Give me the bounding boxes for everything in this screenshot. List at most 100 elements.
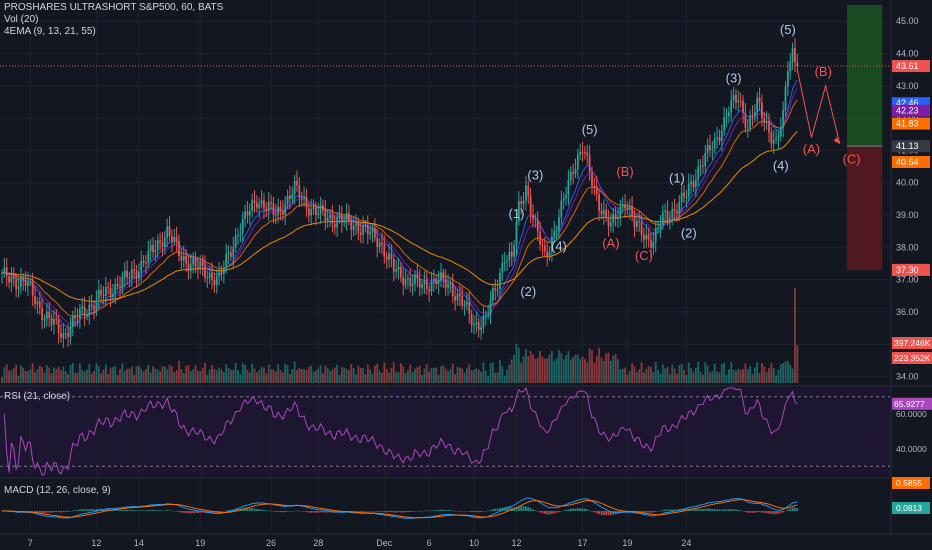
volume-bar (163, 366, 166, 383)
candle-body (373, 227, 376, 238)
volume-bar (168, 364, 171, 383)
candle-body (3, 267, 6, 274)
volume-bar (128, 368, 131, 383)
macd-value-text: 0.0813 (896, 503, 922, 513)
candle-body (303, 196, 305, 199)
candle-body (539, 231, 541, 245)
macd-histogram-bar (336, 511, 339, 513)
volume-bar (222, 371, 225, 383)
volume-bar (466, 367, 468, 383)
time-tick-label: 14 (134, 538, 144, 548)
volume-bar (220, 369, 223, 383)
target-zone (846, 5, 883, 147)
volume-bar (114, 365, 117, 383)
price-tick-label: 45.00 (896, 16, 919, 26)
candle-body (121, 277, 124, 289)
macd-histogram-bar (388, 511, 390, 513)
candle-body (416, 274, 419, 279)
candle-body (522, 200, 525, 205)
candle-body (258, 204, 261, 208)
candle-body (196, 266, 199, 270)
candle-body (163, 237, 166, 248)
volume-bar (38, 365, 41, 383)
macd-histogram-bar (560, 511, 563, 512)
macd-histogram-bar (121, 509, 124, 511)
volume-bar (586, 362, 589, 383)
macd-histogram-bar (189, 511, 192, 514)
candle-body (550, 236, 553, 252)
macd-histogram-bar (274, 511, 277, 512)
wave-label: (A) (803, 142, 820, 157)
price-axis-tag-text: 42.23 (896, 106, 919, 116)
volume-bar (718, 372, 721, 383)
volume-bar (336, 364, 339, 383)
candle-body (626, 208, 629, 210)
volume-bar (607, 352, 610, 383)
volume-bar (437, 374, 440, 383)
macd-histogram-bar (303, 511, 305, 512)
candle-body (567, 179, 570, 195)
candle-body (513, 244, 516, 257)
time-tick-label: 12 (91, 538, 101, 548)
candle-body (614, 214, 617, 220)
macd-histogram-bar (463, 511, 466, 512)
macd-histogram-bar (784, 510, 787, 512)
candles (1, 37, 799, 349)
macd-histogram-bar (322, 511, 324, 513)
macd-histogram-bar (312, 511, 315, 513)
candle-body (454, 296, 457, 301)
candle-body (123, 270, 126, 278)
volume-bar (279, 370, 282, 383)
volume-bar (421, 375, 423, 383)
volume-bar (520, 362, 523, 383)
candle-body (586, 152, 589, 156)
candle-body (576, 154, 579, 169)
volume-bar (678, 365, 681, 383)
volume-bar (789, 364, 792, 383)
candle-body (159, 240, 162, 243)
candle-body (355, 222, 357, 226)
candle-body (683, 192, 685, 197)
candle-body (463, 304, 466, 306)
volume-bar (86, 369, 88, 383)
volume-bar (440, 366, 442, 383)
candle-body (508, 251, 511, 261)
macd-histogram-bar (411, 511, 414, 512)
price-axis-tag-text: 43.61 (896, 61, 919, 71)
candle-body (385, 256, 388, 260)
volume-bar (45, 365, 48, 383)
volume-bar (121, 363, 124, 383)
candle-body (562, 198, 565, 201)
candle-body (397, 266, 400, 270)
volume-bar (215, 370, 218, 383)
wave-label: (5) (582, 122, 598, 137)
candle-body (31, 281, 34, 296)
volume-bar (390, 367, 393, 383)
volume-bar (57, 366, 60, 383)
volume-bar (270, 369, 272, 383)
macd-histogram-bar (381, 511, 383, 512)
macd-histogram-bar (692, 509, 695, 511)
wave-label: (1) (509, 206, 525, 221)
candle-body (428, 288, 431, 292)
macd-histogram-bar (142, 510, 145, 511)
candle-body (319, 205, 322, 214)
candle-body (199, 262, 202, 270)
candle-body (12, 276, 15, 279)
macd-histogram-bar (291, 511, 294, 512)
candle-body (482, 315, 485, 328)
volume-bar (27, 371, 29, 383)
candle-body (53, 319, 55, 325)
volume-bar (503, 375, 506, 383)
candle-body (74, 315, 77, 319)
macd-histogram-bar (281, 511, 284, 513)
candle-body (175, 236, 178, 242)
time-tick-label: 17 (578, 538, 588, 548)
candle-body (208, 272, 211, 278)
candle-body (510, 251, 513, 257)
candle-body (600, 210, 603, 215)
macd-histogram-bar (402, 511, 405, 513)
macd-histogram-bar (650, 511, 652, 513)
candle-body (329, 214, 331, 219)
